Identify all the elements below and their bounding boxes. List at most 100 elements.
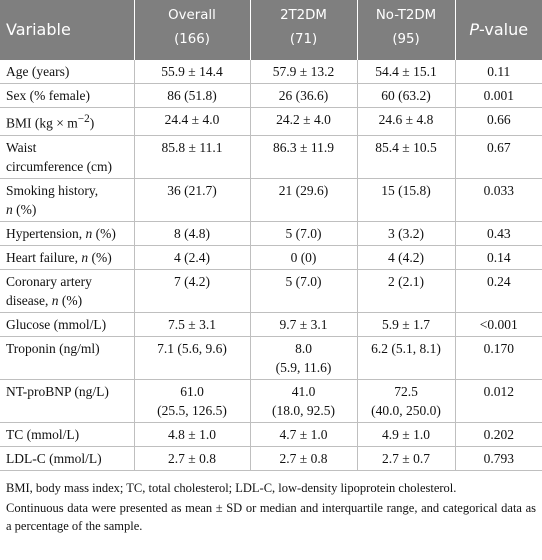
text-segment: ) bbox=[89, 115, 95, 131]
column-header: No-T2DM (95) bbox=[357, 0, 456, 60]
row-label: Heart failure, n (%) bbox=[0, 245, 135, 270]
cell: 7 (4.2) bbox=[134, 269, 251, 313]
cell: 0.170 bbox=[455, 336, 542, 380]
cell: 2.7 ± 0.8 bbox=[134, 446, 251, 471]
cell: 2 (2.1) bbox=[357, 269, 456, 313]
cell: 55.9 ± 14.4 bbox=[134, 60, 251, 84]
cell: 24.2 ± 4.0 bbox=[250, 107, 358, 136]
column-header: 2T2DM (71) bbox=[250, 0, 358, 60]
text-segment: -value bbox=[479, 20, 529, 39]
text-segment: (%) bbox=[92, 225, 116, 241]
row-label: Troponin (ng/ml) bbox=[0, 336, 135, 380]
row-label: Glucose (mmol/L) bbox=[0, 312, 135, 337]
cell: 36 (21.7) bbox=[134, 178, 251, 222]
cell: 5.9 ± 1.7 bbox=[357, 312, 456, 337]
text-segment: n bbox=[51, 292, 59, 308]
table-row: Glucose (mmol/L) 7.5 ± 3.1 9.7 ± 3.1 5.9 ± … bbox=[0, 312, 542, 337]
cell: 15 (15.8) bbox=[357, 178, 456, 222]
text-segment: (%) bbox=[88, 249, 112, 265]
row-label: Sex (% female) bbox=[0, 83, 135, 108]
row-label: LDL-C (mmol/L) bbox=[0, 446, 135, 471]
footnote: Continuous data were presented as mean ±… bbox=[6, 500, 536, 533]
table-row: TC (mmol/L) 4.8 ± 1.0 4.7 ± 1.0 4.9 ± 1.0 0.… bbox=[0, 422, 542, 447]
text-segment: P bbox=[469, 20, 480, 39]
cell: 21 (29.6) bbox=[250, 178, 358, 222]
text-segment: Hypertension, bbox=[6, 225, 86, 241]
table-row: LDL-C (mmol/L) 2.7 ± 0.8 2.7 ± 0.8 2.7 ± 0.… bbox=[0, 446, 542, 471]
table-row: BMI (kg × m−2) 24.4 ± 4.0 24.2 ± 4.0 24.6 ±… bbox=[0, 107, 542, 136]
cell: 54.4 ± 15.1 bbox=[357, 60, 456, 84]
cell: 8 (4.8) bbox=[134, 221, 251, 246]
cell: 0.43 bbox=[455, 221, 542, 246]
cell: 0.66 bbox=[455, 107, 542, 136]
table-row: NT-proBNP (ng/L) 61.0 (25.5, 126.5) 41.0 (… bbox=[0, 379, 542, 423]
cell: 0.001 bbox=[455, 83, 542, 108]
cell: 0.24 bbox=[455, 269, 542, 313]
row-label: TC (mmol/L) bbox=[0, 422, 135, 447]
cell: 4.9 ± 1.0 bbox=[357, 422, 456, 447]
header-row: Variable Overall (166) 2T2DM (71) No-T2DM (… bbox=[0, 0, 542, 60]
cell: 2.7 ± 0.7 bbox=[357, 446, 456, 471]
cell: 4 (4.2) bbox=[357, 245, 456, 270]
text-segment: Overall (166) bbox=[168, 7, 216, 47]
cell: 60 (63.2) bbox=[357, 83, 456, 108]
row-label: Smoking history, n (%) bbox=[0, 178, 135, 222]
cell: 86.3 ± 11.9 bbox=[250, 135, 358, 179]
column-header: Variable bbox=[0, 0, 135, 60]
cell: 5 (7.0) bbox=[250, 221, 358, 246]
cell: 41.0 (18.0, 92.5) bbox=[250, 379, 358, 423]
cell: 85.4 ± 10.5 bbox=[357, 135, 456, 179]
cell: 0 (0) bbox=[250, 245, 358, 270]
text-segment: n bbox=[81, 249, 89, 265]
footnote: BMI, body mass index; TC, total choleste… bbox=[6, 480, 457, 495]
cell: 8.0 (5.9, 11.6) bbox=[250, 336, 358, 380]
row-label: NT-proBNP (ng/L) bbox=[0, 379, 135, 423]
text-segment: (%) bbox=[12, 201, 37, 217]
cell: 0.793 bbox=[455, 446, 542, 471]
table-row: Hypertension, n (%) 8 (4.8) 5 (7.0) 3 (3.2)… bbox=[0, 221, 542, 246]
text-segment: −2 bbox=[77, 113, 90, 125]
cell: 2.7 ± 0.8 bbox=[250, 446, 358, 471]
cell: 0.202 bbox=[455, 422, 542, 447]
text-segment: n bbox=[6, 201, 13, 217]
footnotes: BMI, body mass index; TC, total choleste… bbox=[6, 479, 536, 535]
cell: 0.67 bbox=[455, 135, 542, 179]
row-label: BMI (kg × m−2) bbox=[0, 107, 135, 136]
cell: 6.2 (5.1, 8.1) bbox=[357, 336, 456, 380]
text-segment: Smoking history, bbox=[6, 182, 99, 198]
cell: 5 (7.0) bbox=[250, 269, 358, 313]
row-label: Waist circumference (cm) bbox=[0, 135, 135, 179]
table-row: Troponin (ng/ml) 7.1 (5.6, 9.6) 8.0 (5.9, … bbox=[0, 336, 542, 380]
cell: 0.14 bbox=[455, 245, 542, 270]
data-table: Variable Overall (166) 2T2DM (71) No-T2DM (… bbox=[0, 0, 542, 471]
cell: <0.001 bbox=[455, 312, 542, 337]
cell: 7.5 ± 3.1 bbox=[134, 312, 251, 337]
cell: 57.9 ± 13.2 bbox=[250, 60, 358, 84]
table-row: Heart failure, n (%) 4 (2.4) 0 (0) 4 (4.2) 0… bbox=[0, 245, 542, 270]
row-label: Coronary artery disease, n (%) bbox=[0, 269, 135, 313]
cell: 4.7 ± 1.0 bbox=[250, 422, 358, 447]
cell: 7.1 (5.6, 9.6) bbox=[134, 336, 251, 380]
cell: 4.8 ± 1.0 bbox=[134, 422, 251, 447]
table-row: Coronary artery disease, n (%) 7 (4.2) 5 (… bbox=[0, 269, 542, 313]
cell: 9.7 ± 3.1 bbox=[250, 312, 358, 337]
cell: 26 (36.6) bbox=[250, 83, 358, 108]
cell: 0.033 bbox=[455, 178, 542, 222]
text-segment: BMI (kg × m bbox=[6, 115, 78, 131]
table-row: Age (years) 55.9 ± 14.4 57.9 ± 13.2 54.4 ± … bbox=[0, 60, 542, 84]
text-segment: 2T2DM (71) bbox=[280, 7, 327, 47]
cell: 72.5 (40.0, 250.0) bbox=[357, 379, 456, 423]
cell: 0.11 bbox=[455, 60, 542, 84]
cell: 86 (51.8) bbox=[134, 83, 251, 108]
cell: 61.0 (25.5, 126.5) bbox=[134, 379, 251, 423]
row-label: Hypertension, n (%) bbox=[0, 221, 135, 246]
column-header: Overall (166) bbox=[134, 0, 251, 60]
text-segment: (%) bbox=[58, 292, 83, 308]
text-segment: Coronary artery disease, bbox=[6, 273, 92, 308]
table-row: Smoking history, n (%) 36 (21.7) 21 (29.6)… bbox=[0, 178, 542, 222]
text-segment: No-T2DM (95) bbox=[375, 7, 437, 47]
table-body: Age (years) 55.9 ± 14.4 57.9 ± 13.2 54.4 ± … bbox=[0, 60, 542, 471]
text-segment: n bbox=[85, 225, 93, 241]
cell: 24.6 ± 4.8 bbox=[357, 107, 456, 136]
